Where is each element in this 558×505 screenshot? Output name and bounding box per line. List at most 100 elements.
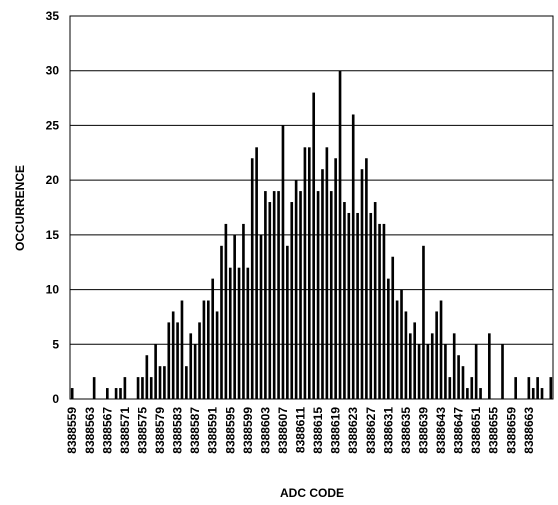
bar (136, 377, 140, 399)
bar (255, 147, 258, 399)
bar (448, 377, 452, 399)
bar (457, 355, 460, 399)
bar (514, 377, 517, 399)
bar (536, 377, 539, 399)
bar (501, 344, 504, 399)
bar (171, 311, 175, 399)
bar (237, 267, 241, 399)
bar (549, 377, 553, 399)
bar (242, 223, 245, 399)
bar (123, 377, 127, 399)
y-axis-title: OCCURRENCE (13, 165, 27, 251)
bar (246, 267, 250, 399)
x-tick-label: 8388643 (434, 407, 448, 454)
y-tick-label: 30 (46, 64, 60, 78)
bar (220, 245, 223, 399)
y-tick-label: 35 (46, 9, 60, 23)
x-tick-label: 8388583 (171, 407, 185, 454)
bar (395, 300, 399, 399)
bar (435, 311, 438, 399)
bar (400, 289, 403, 399)
x-tick-label: 8388631 (381, 407, 395, 454)
x-tick-label: 8388627 (364, 407, 378, 454)
x-tick-label: 8388603 (258, 407, 272, 454)
bar (176, 322, 179, 399)
y-tick-label: 25 (46, 118, 60, 132)
bar (149, 377, 153, 399)
bar (413, 322, 417, 399)
bar (470, 377, 474, 399)
x-tick-label: 8388571 (118, 407, 132, 454)
y-tick-label: 0 (52, 392, 59, 406)
bar (272, 191, 276, 399)
x-tick-label: 8388599 (241, 407, 255, 454)
bar (281, 125, 285, 399)
bar (70, 388, 74, 399)
bar (277, 191, 280, 399)
bar (307, 147, 311, 399)
bar (163, 366, 166, 399)
x-tick-label: 8388567 (100, 407, 114, 454)
bar (114, 388, 118, 399)
bar (268, 202, 272, 399)
bar (531, 388, 535, 399)
bar (316, 191, 320, 399)
bar (365, 158, 368, 399)
x-tick-label: 8388635 (399, 407, 413, 454)
bar (215, 311, 219, 399)
y-tick-label: 15 (46, 228, 60, 242)
bar (373, 202, 377, 399)
bar (224, 223, 228, 399)
bar (360, 169, 364, 399)
bar (206, 300, 210, 399)
bar (540, 388, 544, 399)
bar (369, 212, 373, 399)
bar (167, 322, 171, 399)
bar (422, 245, 425, 399)
x-tick-label: 8388615 (311, 407, 325, 454)
bar (444, 344, 447, 399)
bar (461, 366, 465, 399)
bar (356, 212, 359, 399)
plot-frame (69, 15, 554, 400)
x-tick-label: 8388611 (294, 407, 308, 453)
bar (286, 245, 289, 399)
bar (479, 388, 482, 399)
x-tick-label: 8388647 (452, 407, 466, 454)
x-tick-label: 8388563 (83, 407, 97, 454)
bar (488, 333, 491, 399)
bar (264, 191, 267, 399)
bar (334, 158, 337, 399)
y-tick-label: 10 (46, 283, 60, 297)
bar (106, 388, 109, 399)
x-tick-label: 8388639 (416, 407, 430, 454)
bars (70, 70, 553, 399)
bar (158, 366, 162, 399)
bar (387, 278, 390, 399)
x-tick-label: 8388607 (276, 407, 290, 454)
bar (452, 333, 456, 399)
bar (303, 147, 307, 399)
bar (417, 344, 421, 399)
bar (228, 267, 232, 399)
bar (527, 377, 531, 399)
bar (351, 114, 355, 399)
x-tick-label: 8388655 (487, 407, 501, 454)
bar (154, 344, 157, 399)
bar (145, 355, 149, 399)
bar (193, 344, 197, 399)
bar (259, 234, 263, 399)
bar (382, 223, 386, 399)
bar (408, 333, 412, 399)
bar (378, 223, 381, 399)
bar (180, 300, 184, 399)
bar (329, 191, 333, 399)
x-tick-label: 8388659 (504, 407, 518, 454)
bar (189, 333, 193, 399)
bar (338, 70, 342, 399)
bar (426, 344, 430, 399)
bar (119, 388, 122, 399)
bar (250, 158, 254, 399)
bar (391, 256, 395, 399)
